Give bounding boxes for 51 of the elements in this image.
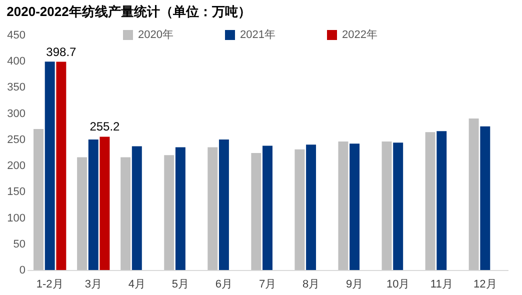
data-label: 398.7 — [46, 44, 77, 59]
legend-label: 2022年 — [342, 29, 378, 41]
bar — [120, 157, 131, 270]
y-tick-label: 50 — [13, 238, 26, 250]
bar — [338, 142, 348, 270]
y-tick-label: 300 — [7, 108, 26, 120]
bar — [88, 139, 98, 270]
chart-title: 2020-2022年纺线产量统计（单位：万吨） — [6, 4, 251, 19]
bar — [350, 144, 360, 270]
x-tick-label: 3月 — [84, 278, 102, 290]
legend-label: 2020年 — [138, 29, 174, 41]
bar — [218, 139, 229, 270]
x-tick-label: 6月 — [215, 278, 233, 290]
bar — [56, 62, 66, 270]
bar — [306, 144, 316, 270]
x-tick-label: 7月 — [258, 278, 276, 290]
bar — [44, 62, 55, 270]
bar — [480, 126, 490, 270]
y-tick-label: 350 — [7, 82, 26, 94]
bar — [393, 142, 404, 270]
bar — [132, 146, 142, 270]
bar — [294, 149, 305, 270]
x-tick-label: 4月 — [128, 278, 146, 290]
bar — [77, 157, 88, 270]
x-tick-label: 8月 — [302, 278, 320, 290]
x-tick-label: 1-2月 — [36, 278, 64, 290]
y-tick-label: 450 — [7, 30, 26, 42]
bar — [262, 146, 272, 270]
y-tick-label: 150 — [7, 186, 26, 198]
bar — [425, 132, 436, 270]
bar — [100, 136, 110, 270]
x-tick-label: 12月 — [474, 278, 497, 290]
x-tick-label: 11月 — [430, 278, 453, 290]
legend-label: 2021年 — [240, 29, 276, 41]
x-tick-label: 5月 — [172, 278, 190, 290]
bar — [208, 147, 218, 270]
bar — [175, 147, 186, 270]
x-tick-label: 9月 — [346, 278, 364, 290]
bar — [251, 153, 262, 270]
data-label: 255.2 — [90, 120, 120, 134]
bar — [34, 129, 44, 270]
y-tick-label: 200 — [7, 160, 26, 172]
y-tick-label: 100 — [7, 212, 26, 224]
y-tick-label: 250 — [7, 134, 26, 146]
x-tick-label: 10月 — [386, 278, 410, 290]
y-tick-label: 400 — [7, 56, 26, 68]
bar — [382, 142, 392, 270]
bar — [164, 155, 174, 270]
y-tick-label: 0 — [19, 264, 26, 276]
bar — [468, 118, 479, 270]
bar — [436, 131, 447, 270]
